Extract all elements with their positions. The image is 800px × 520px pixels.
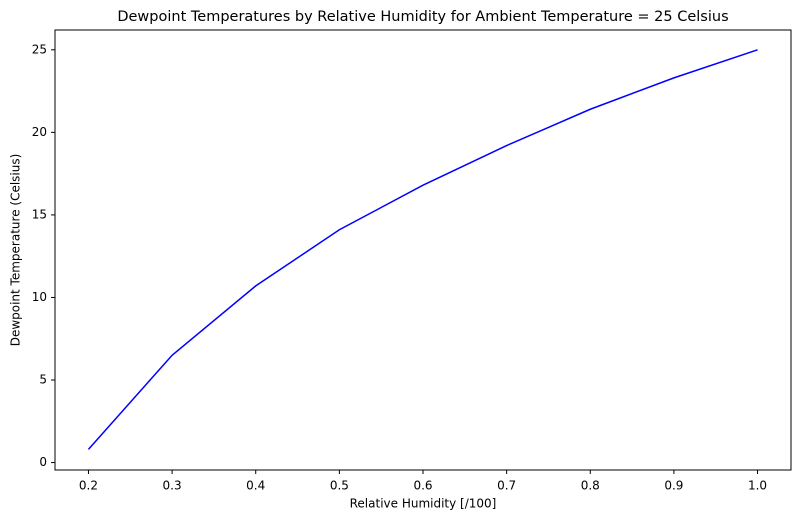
y-tick-label: 15 — [32, 207, 47, 221]
y-tick-label: 0 — [39, 455, 47, 469]
x-tick-label: 0.5 — [330, 479, 349, 493]
x-tick-label: 0.6 — [413, 479, 432, 493]
x-tick-label: 0.8 — [581, 479, 600, 493]
x-tick-label: 0.2 — [79, 479, 98, 493]
y-tick-label: 5 — [39, 373, 47, 387]
x-tick-label: 0.3 — [163, 479, 182, 493]
x-tick-label: 0.7 — [497, 479, 516, 493]
chart-title: Dewpoint Temperatures by Relative Humidi… — [117, 9, 728, 25]
x-tick-label: 0.9 — [664, 479, 683, 493]
y-tick-label: 20 — [32, 125, 47, 139]
x-tick-label: 1.0 — [748, 479, 767, 493]
data-line — [87, 49, 758, 450]
y-tick-label: 10 — [32, 290, 47, 304]
x-tick-label: 0.4 — [246, 479, 265, 493]
y-tick-label: 25 — [32, 42, 47, 56]
x-axis-label: Relative Humidity [/100] — [350, 497, 497, 511]
y-axis-label: Dewpoint Temperature (Celsius) — [9, 154, 23, 347]
